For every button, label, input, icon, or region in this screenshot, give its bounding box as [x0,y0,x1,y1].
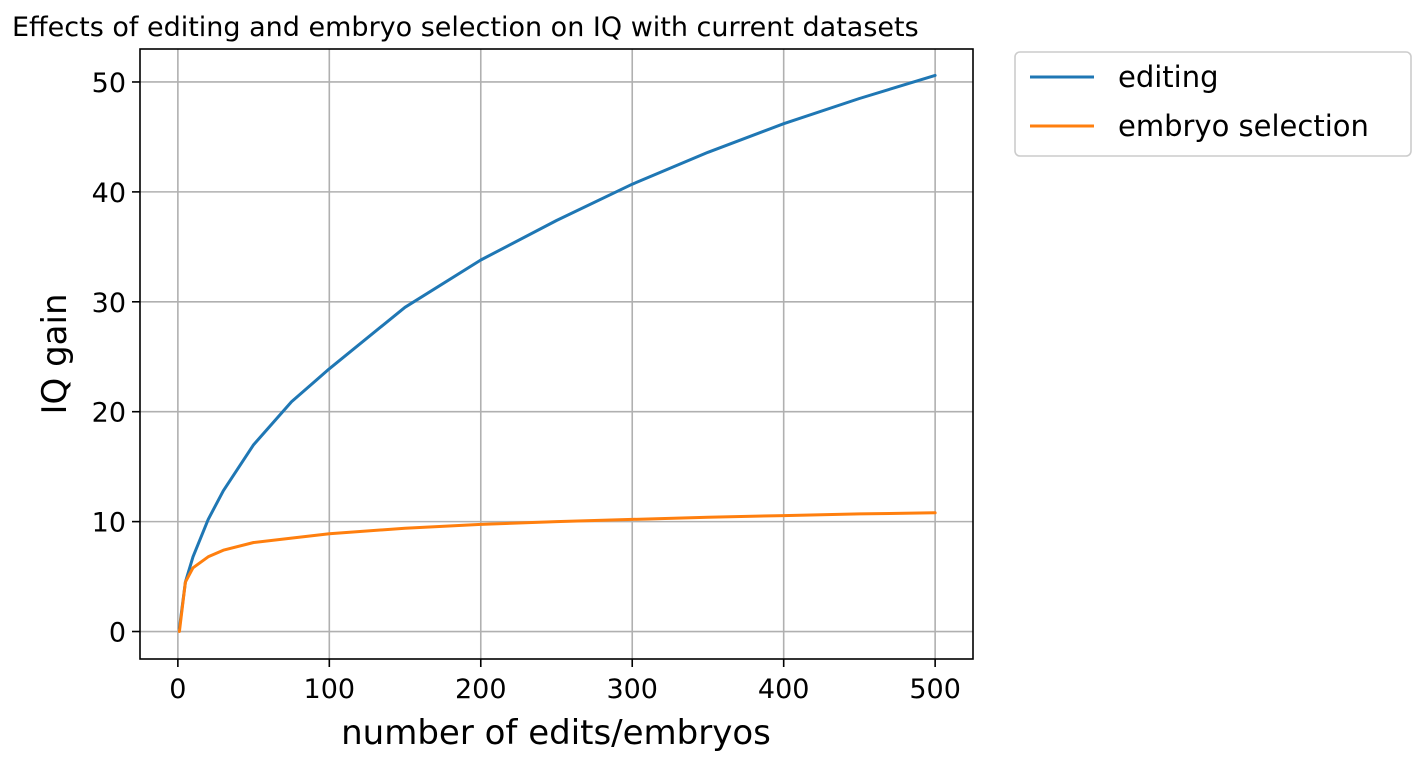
chart-title: Effects of editing and embryo selection … [12,12,919,43]
x-axis-label: number of edits/embryos [341,713,771,753]
x-tick-label: 300 [606,674,658,705]
y-tick-label: 20 [92,398,126,429]
legend: editing embryo selection [1014,51,1412,157]
x-axis: 0 100 200 300 400 500 [169,659,961,705]
y-axis-label: IQ gain [35,293,75,414]
series-layer [177,73,937,633]
series-line-0 [177,73,937,630]
series-line-1 [177,511,937,633]
y-tick-label: 10 [92,508,126,539]
plot-frame [139,48,974,660]
x-tick-label: 400 [758,674,810,705]
y-axis: 0 10 20 30 40 50 [92,68,140,649]
x-tick-label: 500 [909,674,961,705]
legend-label: editing [1118,60,1219,94]
y-tick-label: 0 [109,618,126,649]
x-tick-label: 100 [304,674,356,705]
y-tick-label: 30 [92,288,126,319]
y-tick-label: 40 [92,178,126,209]
grid [140,49,973,659]
y-tick-label: 50 [92,68,126,99]
x-tick-label: 0 [169,674,186,705]
legend-label: embryo selection [1118,109,1369,143]
legend-box [1014,51,1412,157]
x-tick-label: 200 [455,674,507,705]
